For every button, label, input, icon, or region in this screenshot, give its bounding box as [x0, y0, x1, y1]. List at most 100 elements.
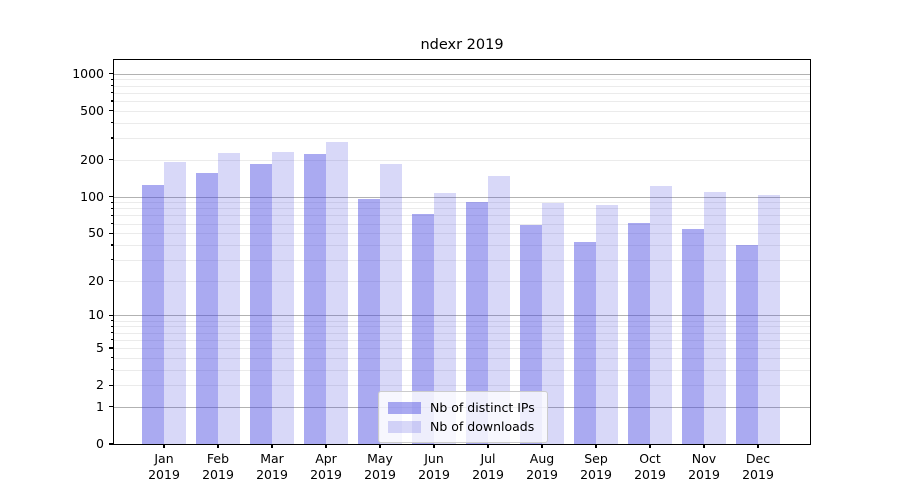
x-tick	[271, 444, 273, 448]
minor-gridline	[114, 280, 810, 282]
y-tick	[108, 73, 114, 75]
y-minor-tick	[111, 214, 114, 217]
x-tick	[541, 444, 543, 448]
minor-gridline	[114, 332, 810, 334]
y-minor-tick	[111, 259, 114, 261]
minor-gridline	[114, 259, 810, 261]
bar-nb-of-distinct-ips-aug	[520, 225, 542, 444]
y-tick	[108, 110, 114, 112]
minor-gridline	[114, 326, 810, 328]
minor-gridline	[114, 159, 810, 161]
bar-nb-of-downloads-dec	[758, 195, 780, 444]
minor-gridline	[114, 369, 810, 371]
x-tick	[379, 444, 381, 448]
legend-label-distinct-ips: Nb of distinct IPs	[430, 400, 535, 415]
y-minor-tick	[111, 325, 114, 327]
y-minor-tick	[111, 357, 114, 359]
y-tick	[108, 159, 114, 161]
y-tick-label: 10	[88, 307, 104, 323]
bar-nb-of-downloads-jun	[434, 192, 456, 444]
x-tick-label: Mar 2019	[256, 451, 288, 482]
bar-nb-of-distinct-ips-jul	[466, 202, 488, 444]
legend-label-downloads: Nb of downloads	[430, 419, 535, 434]
y-tick-label: 200	[80, 151, 104, 167]
bar-nb-of-distinct-ips-may	[358, 198, 380, 444]
x-tick-label: Oct 2019	[634, 451, 666, 482]
x-tick-label: Nov 2019	[688, 451, 720, 482]
y-tick-label: 1000	[72, 65, 104, 81]
y-minor-tick	[111, 92, 114, 94]
minor-gridline	[114, 138, 810, 140]
y-tick	[108, 384, 114, 386]
x-tick	[649, 444, 651, 448]
bar-nb-of-downloads-oct	[650, 186, 672, 444]
x-tick	[487, 444, 489, 448]
y-minor-tick	[111, 137, 114, 139]
y-minor-tick	[111, 244, 114, 246]
y-tick-label: 50	[88, 225, 104, 241]
x-tick	[433, 444, 435, 448]
bar-nb-of-distinct-ips-sep	[574, 242, 596, 444]
bar-nb-of-downloads-may	[380, 163, 402, 444]
x-tick	[325, 444, 327, 448]
bar-nb-of-downloads-mar	[272, 152, 294, 444]
y-minor-tick	[111, 319, 114, 322]
bar-nb-of-distinct-ips-oct	[628, 222, 650, 444]
x-tick-label: Jan 2019	[148, 451, 180, 482]
x-tick-label: Feb 2019	[202, 451, 234, 482]
y-tick	[108, 232, 114, 234]
y-minor-tick	[111, 339, 114, 341]
y-tick-label: 5	[96, 339, 104, 355]
y-minor-tick	[111, 369, 114, 371]
minor-gridline	[114, 122, 810, 124]
minor-gridline	[114, 215, 810, 217]
y-minor-tick	[111, 78, 114, 80]
bar-nb-of-distinct-ips-feb	[196, 173, 218, 444]
y-tick	[108, 195, 114, 198]
y-minor-tick	[111, 122, 114, 124]
bar-nb-of-distinct-ips-apr	[304, 154, 326, 444]
bar-nb-of-distinct-ips-nov	[682, 229, 704, 444]
x-tick-label: Sep 2019	[580, 451, 612, 482]
y-tick-label: 2	[96, 377, 104, 393]
bar-nb-of-downloads-aug	[542, 203, 564, 444]
legend-swatch-distinct-ips	[388, 401, 421, 414]
y-minor-tick	[111, 201, 114, 203]
minor-gridline	[114, 320, 810, 322]
minor-gridline	[114, 233, 810, 235]
x-tick-label: Apr 2019	[310, 451, 342, 482]
legend: Nb of distinct IPs Nb of downloads	[378, 391, 548, 443]
minor-gridline	[114, 223, 810, 225]
x-tick-label: Aug 2019	[526, 451, 558, 482]
major-gridline	[114, 315, 810, 317]
legend-item-distinct-ips: Nb of distinct IPs	[388, 398, 535, 417]
x-tick	[595, 444, 597, 448]
x-tick-label: Jun 2019	[418, 451, 450, 482]
bar-nb-of-downloads-feb	[218, 153, 240, 444]
legend-item-downloads: Nb of downloads	[388, 417, 535, 436]
bar-nb-of-distinct-ips-mar	[250, 163, 272, 444]
minor-gridline	[114, 208, 810, 210]
y-minor-tick	[111, 331, 114, 334]
plot-area	[113, 59, 811, 445]
y-tick	[108, 443, 114, 445]
bar-nb-of-downloads-nov	[704, 191, 726, 444]
bar-nb-of-downloads-jul	[488, 176, 510, 444]
bar-nb-of-distinct-ips-jun	[412, 213, 434, 444]
y-minor-tick	[111, 223, 114, 225]
y-minor-tick	[111, 100, 114, 102]
minor-gridline	[114, 357, 810, 359]
minor-gridline	[114, 92, 810, 94]
y-tick	[108, 347, 114, 349]
minor-gridline	[114, 85, 810, 87]
bar-nb-of-downloads-jan	[164, 162, 186, 444]
major-gridline	[114, 73, 810, 75]
bar-nb-of-distinct-ips-dec	[736, 244, 758, 444]
y-tick-label: 100	[80, 188, 104, 204]
minor-gridline	[114, 339, 810, 341]
x-tick	[757, 444, 759, 448]
y-tick-label: 0	[96, 436, 104, 451]
y-tick	[108, 314, 114, 317]
minor-gridline	[114, 100, 810, 102]
